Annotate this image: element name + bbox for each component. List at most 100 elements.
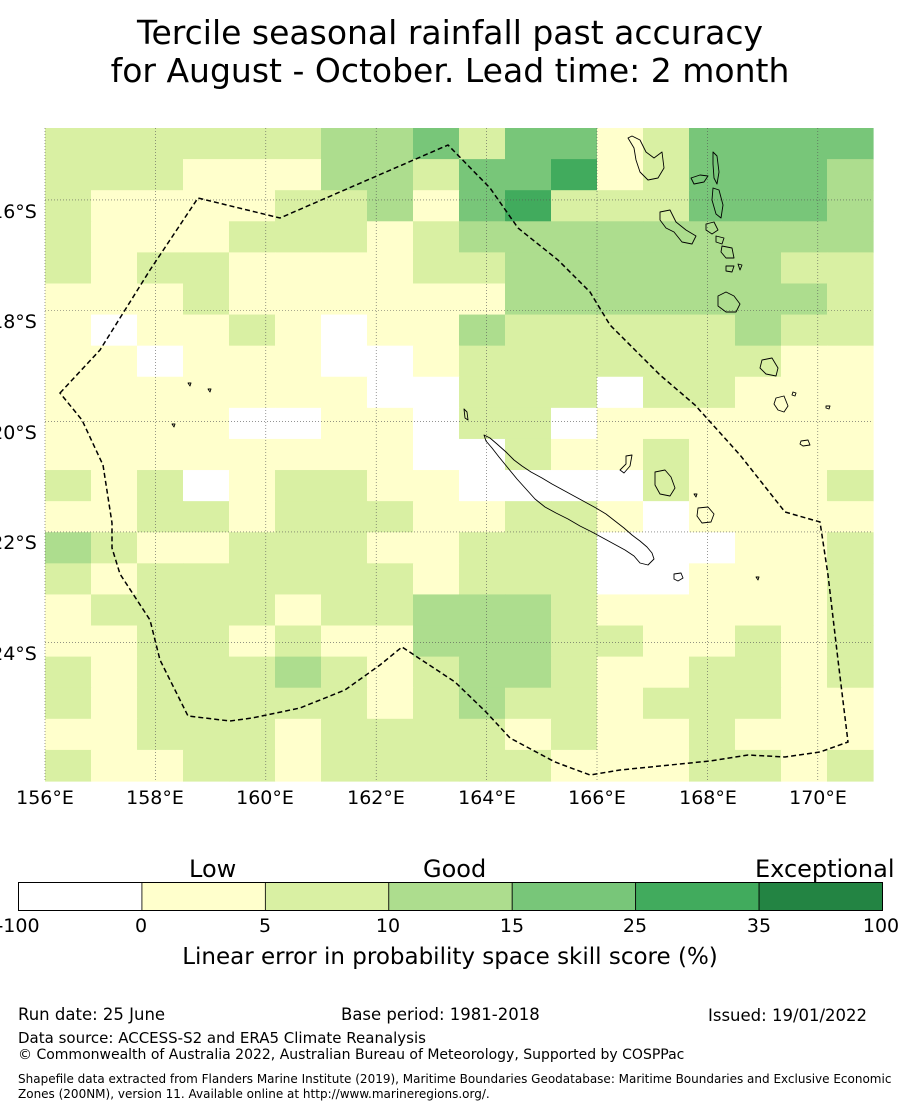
skill-cell — [413, 345, 460, 378]
skill-cell — [321, 532, 368, 564]
skill-cell — [137, 376, 184, 409]
skill-cell — [137, 128, 184, 160]
skill-cell — [781, 128, 828, 160]
skill-cell — [91, 656, 138, 689]
lat-label: 20°S — [0, 422, 37, 444]
skill-cell — [367, 252, 414, 285]
skill-cell — [827, 687, 874, 720]
skill-cell — [597, 283, 644, 316]
skill-cell — [229, 221, 276, 253]
skill-cell — [597, 128, 644, 160]
skill-cell — [137, 283, 184, 316]
skill-cell — [413, 376, 460, 409]
skill-cell — [781, 221, 828, 253]
skill-cell — [229, 532, 276, 564]
skill-cell — [275, 470, 322, 502]
skill-cell — [275, 656, 322, 689]
skill-cell — [459, 438, 506, 471]
skill-cell — [689, 501, 736, 533]
skill-cell — [229, 563, 276, 596]
skill-cell — [827, 190, 874, 222]
skill-cell — [827, 438, 874, 471]
lon-label: 170°E — [789, 787, 847, 809]
skill-cell — [597, 438, 644, 471]
skill-cell — [275, 532, 322, 564]
colorbar-tick: 25 — [622, 915, 648, 937]
skill-cell — [505, 376, 552, 409]
title-line-1: Tercile seasonal rainfall past accuracy — [136, 13, 764, 52]
skill-cell — [183, 563, 230, 596]
skill-cell — [91, 190, 138, 222]
skill-cell — [137, 563, 184, 596]
skill-cell — [781, 594, 828, 627]
colorbar-tick: 15 — [499, 915, 525, 937]
small-islet-a — [187, 382, 192, 387]
skill-cell — [91, 749, 138, 782]
skill-cell — [505, 718, 552, 751]
skill-cell — [827, 159, 874, 191]
skill-cell — [781, 749, 828, 782]
skill-cell — [367, 376, 414, 409]
skill-cell — [183, 407, 230, 440]
skill-cell — [551, 749, 598, 782]
skill-cell — [643, 221, 690, 253]
skill-cell — [689, 594, 736, 627]
skill-cell — [413, 718, 460, 751]
epi-island — [705, 221, 719, 235]
skill-cell — [505, 687, 552, 720]
skill-cell — [781, 283, 828, 316]
skill-cell — [459, 252, 506, 285]
skill-cell — [643, 314, 690, 347]
colorbar-swatch — [141, 882, 266, 911]
skill-cell — [459, 128, 506, 160]
skill-cell — [137, 314, 184, 347]
skill-cell — [827, 221, 874, 253]
skill-cell — [367, 563, 414, 596]
skill-cell — [781, 314, 828, 347]
skill-cell — [735, 718, 782, 751]
aneityum-island — [773, 395, 789, 413]
skill-cell — [735, 407, 782, 440]
skill-cell — [551, 718, 598, 751]
base-period: Base period: 1981-2018 — [341, 1005, 540, 1024]
skill-cell — [735, 749, 782, 782]
skill-cell — [413, 625, 460, 658]
skill-cell — [505, 159, 552, 191]
skill-cell — [551, 190, 598, 222]
skill-cell — [45, 687, 92, 720]
skill-cell — [551, 283, 598, 316]
skill-cell — [91, 501, 138, 533]
skill-cell — [735, 159, 782, 191]
isle-of-pines — [673, 572, 684, 582]
skill-cell — [321, 407, 368, 440]
skill-cell — [827, 407, 874, 440]
copyright: © Commonwealth of Australia 2022, Austra… — [18, 1047, 685, 1063]
skill-cell — [735, 656, 782, 689]
skill-cell — [321, 314, 368, 347]
skill-cell — [735, 625, 782, 658]
skill-cell — [781, 407, 828, 440]
skill-cell — [91, 159, 138, 191]
skill-cell — [321, 221, 368, 253]
skill-cell — [183, 656, 230, 689]
skill-cell — [45, 438, 92, 471]
skill-cell — [275, 749, 322, 782]
skill-cell — [643, 407, 690, 440]
skill-cell — [827, 345, 874, 378]
skill-cell — [781, 470, 828, 502]
skill-cell — [505, 438, 552, 471]
skill-cell — [505, 563, 552, 596]
skill-cell — [689, 345, 736, 378]
skill-cell — [413, 190, 460, 222]
skill-cell — [827, 470, 874, 502]
skill-cell — [45, 345, 92, 378]
skill-cell — [597, 159, 644, 191]
skill-cell — [689, 376, 736, 409]
skill-cell — [689, 221, 736, 253]
skill-cell — [459, 221, 506, 253]
skill-cell — [643, 190, 690, 222]
skill-cell — [229, 376, 276, 409]
skill-cell — [505, 501, 552, 533]
colorbar-swatches — [18, 882, 883, 911]
skill-cell — [505, 407, 552, 440]
